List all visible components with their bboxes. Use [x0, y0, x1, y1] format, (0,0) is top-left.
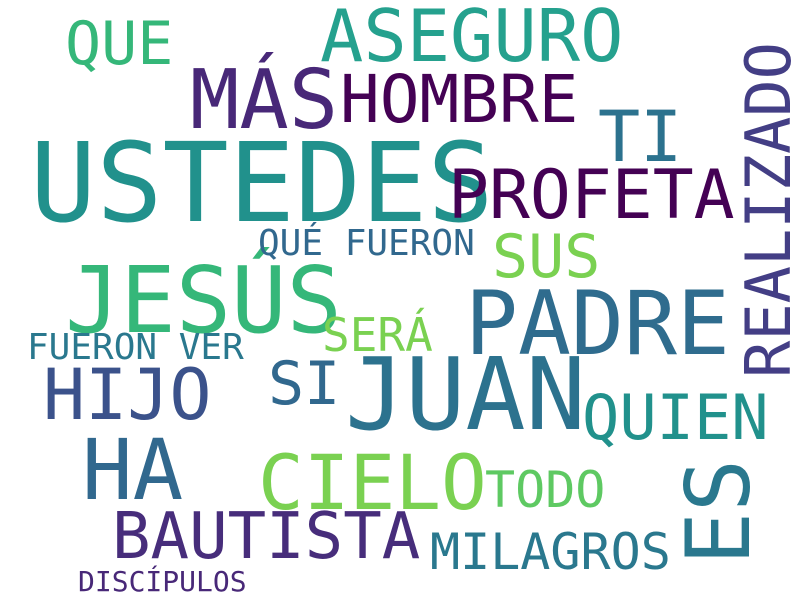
word-bautista: BAUTISTA — [112, 500, 421, 574]
word-padre: PADRE — [465, 272, 730, 375]
word-jesus: JESÚS — [65, 247, 342, 354]
word-fueron-ver: FUERON VER — [27, 327, 244, 368]
word-que-fueron: QUÉ FUERON — [258, 223, 475, 264]
word-hijo: HIJO — [43, 354, 212, 436]
word-profeta: PROFETA — [448, 156, 735, 235]
word-si: SI — [268, 349, 341, 419]
word-que: QUE — [65, 9, 174, 79]
word-cielo: CIELO — [258, 438, 487, 527]
word-sera: SERÁ — [322, 308, 433, 362]
word-discipulos: DISCÍPULOS — [78, 565, 247, 598]
word-ustedes: USTEDES — [30, 119, 494, 247]
word-realizado: REALIZADO — [732, 42, 800, 378]
word-milagros: MILAGROS — [430, 523, 671, 581]
word-mas: MÁS — [190, 53, 339, 148]
word-todo: TODO — [485, 461, 606, 519]
word-juan: JUAN — [345, 336, 586, 453]
word-aseguro: ASEGURO — [320, 0, 624, 78]
word-ha: HA — [82, 421, 184, 519]
word-es: ES — [667, 459, 770, 565]
word-sus: SUS — [492, 222, 601, 292]
word-quien: QUIEN — [582, 381, 769, 454]
word-hombre: HOMBRE — [340, 61, 579, 138]
word-ti: TI — [598, 96, 683, 178]
